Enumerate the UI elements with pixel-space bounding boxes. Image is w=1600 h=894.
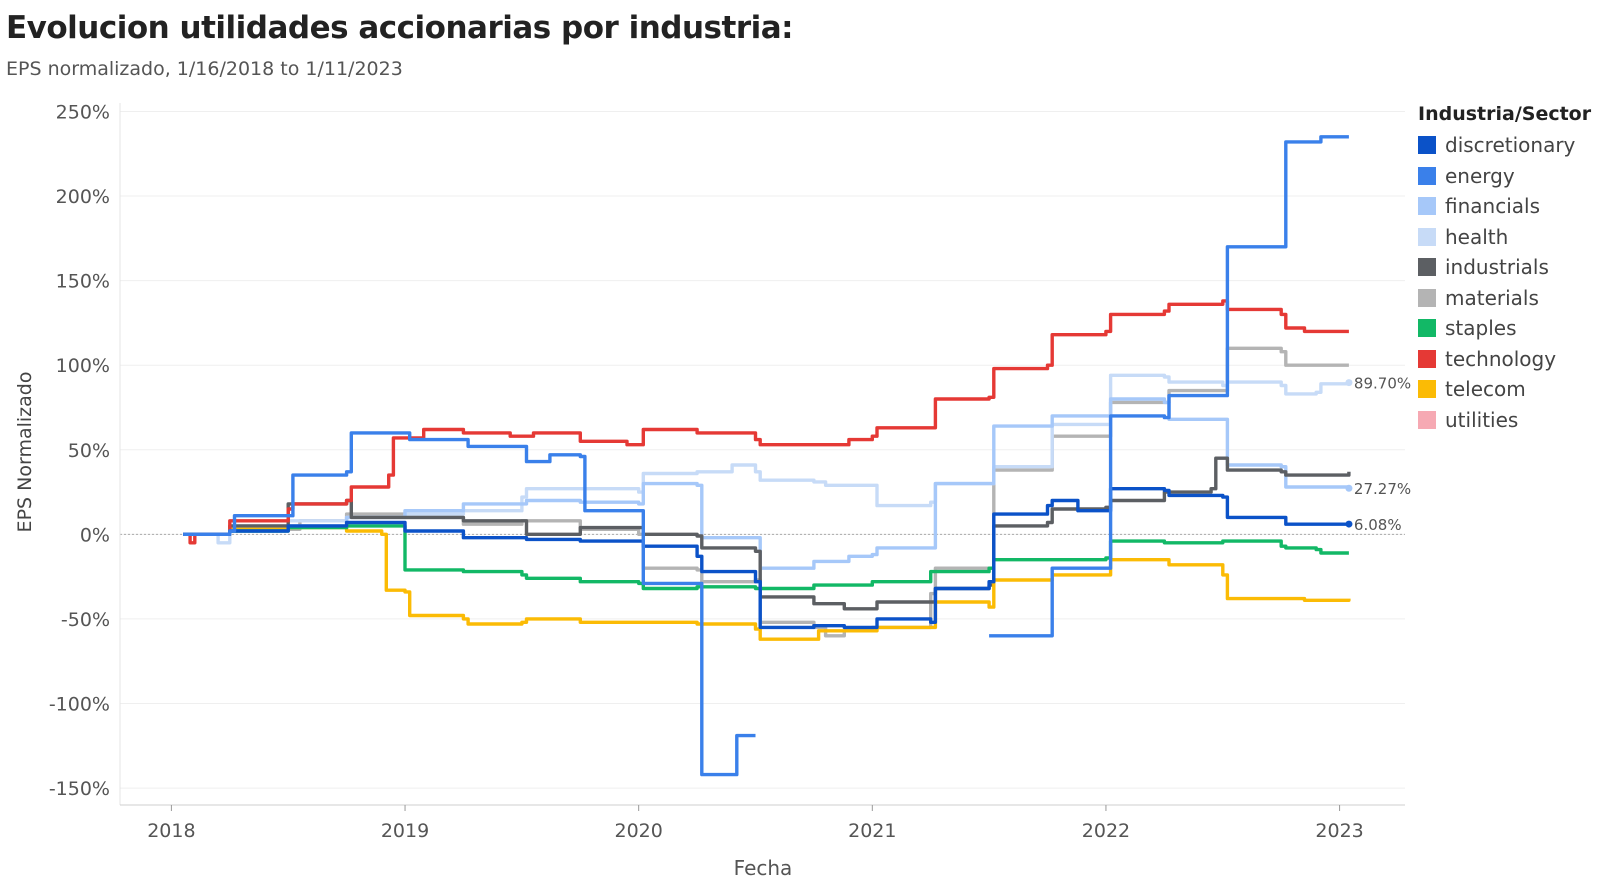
legend-label: telecom [1445, 377, 1526, 402]
end-point-financials [1345, 484, 1353, 492]
axes: 250% 200% 150% 100% 50% 0% -50% -100% -150% 2018 2… [49, 101, 1405, 842]
legend-swatch [1418, 349, 1436, 368]
series-lines [183, 135, 1351, 777]
legend-item-telecom: telecom [1418, 374, 1591, 405]
x-tick-label: 2018 [147, 820, 195, 842]
series-line-discretionary [183, 487, 1351, 630]
legend-swatch [1418, 197, 1436, 216]
legend-swatch [1418, 380, 1436, 399]
series-line-staples [183, 524, 1349, 591]
x-axis-label: Fecha [734, 856, 793, 880]
series-line-industrials [183, 456, 1351, 611]
x-tick-label: 2020 [614, 820, 662, 842]
legend: Industria/Sector discretionary energy fina… [1418, 103, 1591, 435]
legend-label: industrials [1445, 255, 1549, 280]
y-tick-label: -100% [49, 694, 110, 716]
legend-label: materials [1445, 285, 1539, 310]
y-tick-label: -150% [49, 778, 110, 800]
legend-item-technology: technology [1418, 344, 1591, 375]
x-tick-label: 2021 [848, 820, 896, 842]
y-tick-label: 200% [56, 186, 110, 208]
y-tick-label: 50% [68, 440, 110, 462]
y-tick-label: -50% [61, 609, 110, 631]
legend-label: staples [1445, 316, 1517, 341]
legend-label: financials [1445, 194, 1540, 219]
legend-items: discretionary energy financials health indus… [1418, 130, 1591, 435]
legend-swatch [1418, 258, 1436, 277]
chart-title: Evolucion utilidades accionarias por ind… [6, 10, 794, 46]
y-tick-label: 0% [80, 524, 110, 546]
y-axis-label: EPS Normalizado [14, 372, 36, 533]
legend-item-utilities: utilities [1418, 405, 1591, 436]
chart-subtitle: EPS normalizado, 1/16/2018 to 1/11/2023 [6, 58, 403, 80]
legend-swatch [1418, 319, 1436, 338]
x-tick-label: 2019 [381, 820, 429, 842]
legend-label: health [1445, 224, 1509, 249]
end-label-health: 89.70% [1354, 375, 1411, 393]
legend-swatch [1418, 227, 1436, 246]
x-tick-label: 2023 [1315, 820, 1363, 842]
legend-swatch [1418, 136, 1436, 155]
legend-label: energy [1445, 163, 1515, 188]
legend-item-discretionary: discretionary [1418, 130, 1591, 161]
legend-item-materials: materials [1418, 283, 1591, 314]
end-label-financials: 27.27% [1354, 480, 1411, 498]
legend-label: utilities [1445, 407, 1519, 432]
grid [120, 110, 1405, 789]
end-labels: 89.70% 27.27% 6.08% [1345, 375, 1411, 534]
series-line-energy [183, 135, 1349, 777]
legend-swatch [1418, 410, 1436, 429]
y-tick-label: 250% [56, 101, 110, 123]
end-label-discretionary: 6.08% [1354, 516, 1402, 534]
end-point-health [1345, 379, 1353, 387]
legend-label: discretionary [1445, 133, 1576, 158]
legend-item-health: health [1418, 222, 1591, 253]
legend-item-financials: financials [1418, 191, 1591, 222]
x-tick-label: 2022 [1082, 820, 1130, 842]
series-line-technology [183, 299, 1349, 545]
legend-item-staples: staples [1418, 313, 1591, 344]
legend-swatch [1418, 288, 1436, 307]
legend-swatch [1418, 166, 1436, 185]
legend-item-energy: energy [1418, 161, 1591, 192]
legend-label: technology [1445, 346, 1557, 371]
end-point-discretionary [1345, 520, 1353, 528]
legend-item-industrials: industrials [1418, 252, 1591, 283]
series-line-telecom [183, 525, 1351, 641]
legend-title: Industria/Sector [1418, 103, 1592, 125]
y-tick-label: 150% [56, 271, 110, 293]
y-tick-label: 100% [56, 355, 110, 377]
